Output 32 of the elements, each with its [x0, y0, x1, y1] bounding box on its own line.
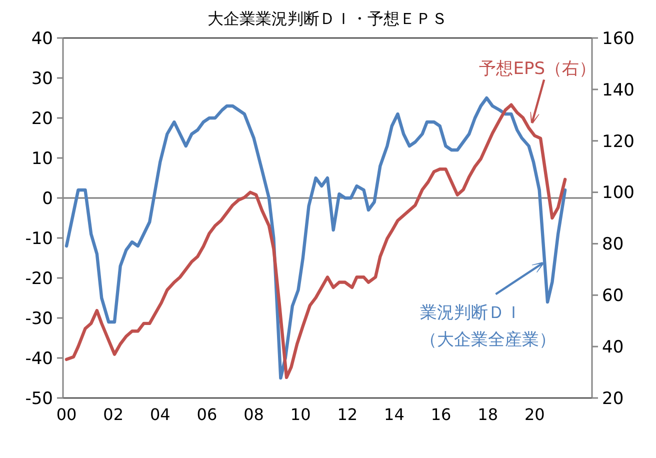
x-tick-label: 00: [56, 405, 77, 424]
x-tick-label: 08: [244, 405, 264, 424]
y-tick-label: 10: [31, 148, 53, 169]
x-tick-label: 10: [290, 405, 311, 424]
y-tick-label: 40: [31, 28, 53, 49]
y-tick-label: -30: [25, 308, 53, 329]
legend-label: 業況判断ＤＩ（大企業全産業）: [420, 303, 556, 350]
y-tick-label: 30: [31, 68, 53, 89]
x-tick-label: 02: [103, 405, 124, 424]
y-tick-label: -40: [25, 348, 53, 369]
y2-tick-label: 160: [602, 28, 634, 49]
y2-tick-label: 60: [602, 286, 624, 306]
y2-tick-label: 140: [602, 80, 634, 100]
y2-tick-label: 80: [602, 234, 624, 255]
x-tick-label: 14: [384, 405, 404, 424]
y2-tick-label: 40: [602, 338, 624, 358]
y2-tick-label: 20: [602, 388, 624, 409]
y-tick-label: 0: [42, 188, 53, 209]
y2-tick-label: 120: [602, 132, 634, 152]
x-tick-label: 20: [524, 405, 545, 424]
y-tick-label: 20: [31, 108, 53, 129]
x-tick-label: 18: [478, 405, 498, 424]
x-tick-label: 06: [196, 405, 218, 424]
y-tick-label: -10: [25, 228, 53, 249]
x-tick-label: 12: [337, 405, 358, 424]
y2-tick-label: 100: [602, 183, 634, 204]
text: 予想EPS（右）: [479, 59, 596, 79]
y-tick-label: -20: [25, 268, 53, 289]
x-tick-label: 16: [430, 405, 452, 424]
chart-title: 大企業業況判断ＤＩ・予想ＥＰＳ: [208, 9, 448, 28]
x-tick-label: 04: [150, 405, 170, 424]
y-tick-label: -50: [25, 388, 53, 409]
